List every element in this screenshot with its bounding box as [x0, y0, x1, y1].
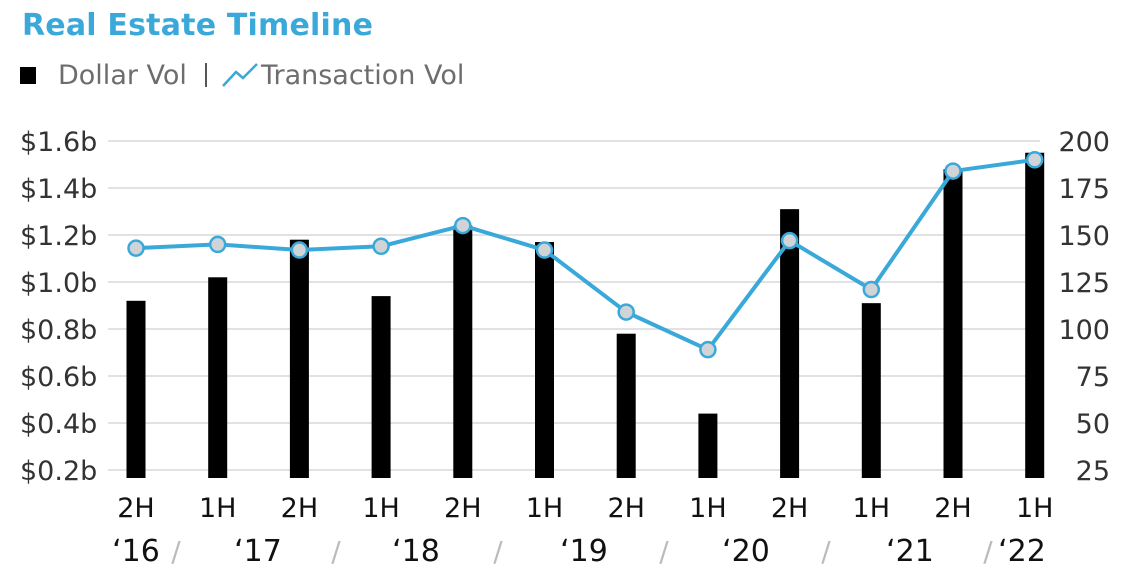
x-year-label: ‘16: [112, 534, 160, 569]
dollar-vol-bar: [861, 303, 881, 478]
transaction-line-icon: [222, 63, 258, 87]
dollar-vol-bar: [289, 239, 309, 478]
x-tick-label: 2H: [934, 493, 971, 524]
x-year-label: ‘17: [234, 534, 282, 569]
year-separator: /: [821, 535, 831, 568]
dollar-vol-bar: [535, 242, 554, 478]
y-right-tick-label: 150: [1058, 221, 1110, 252]
chart-title: Real Estate Timeline: [22, 8, 374, 43]
x-tick-label: 1H: [689, 493, 726, 524]
x-year-label: ‘22: [998, 534, 1046, 569]
transaction-vol-point: [617, 303, 635, 321]
year-separator: /: [983, 535, 993, 568]
year-separator: /: [171, 535, 181, 568]
dollar-vol-bar: [780, 209, 800, 478]
dollar-vol-bar: [453, 225, 473, 478]
transaction-vol-point: [208, 235, 227, 254]
transaction-vol-line: [135, 157, 1035, 352]
dollar-vol-bar: [208, 277, 228, 478]
y-right-tick-label: 75: [1076, 362, 1110, 393]
x-tick-label: 1H: [526, 493, 563, 524]
dollar-vol-bar: [698, 413, 718, 478]
transaction-vol-point: [454, 216, 472, 235]
y-left-tick-label: $1.6b: [20, 127, 97, 158]
y-right-tick-label: 175: [1058, 174, 1110, 205]
x-year-label: ‘18: [392, 534, 440, 569]
x-tick-label: 2H: [281, 493, 318, 524]
x-year-label: ‘19: [560, 534, 608, 569]
dollar-vol-bar: [943, 169, 963, 478]
legend-separator: [204, 63, 207, 87]
x-tick-label: 1H: [199, 493, 236, 524]
x-tick-label: 2H: [607, 493, 644, 524]
legend: Dollar Vol Transaction Vol: [20, 58, 464, 92]
year-separator: /: [493, 535, 503, 568]
y-right-tick-label: 100: [1058, 315, 1110, 346]
y-right-tick-label: 125: [1058, 268, 1110, 299]
transaction-vol-point: [535, 241, 554, 259]
transaction-vol-point: [1025, 151, 1044, 169]
dollar-vol-bar: [616, 333, 636, 478]
x-tick-label: 2H: [444, 493, 481, 524]
y-left-tick-label: $0.2b: [20, 456, 97, 487]
transaction-vol-point: [944, 162, 962, 180]
year-separator: /: [331, 535, 341, 568]
dollar-vol-swatch: [20, 66, 36, 84]
x-year-label: ‘20: [722, 534, 770, 569]
x-tick-label: 1H: [1016, 493, 1053, 524]
x-tick-label: 2H: [117, 493, 154, 524]
legend-dollar-label: Dollar Vol: [58, 59, 187, 91]
y-left-tick-label: $1.4b: [20, 174, 97, 205]
transaction-vol-point: [127, 239, 145, 257]
x-year-label: ‘21: [886, 534, 934, 569]
y-left-tick-label: $0.4b: [20, 409, 97, 440]
transaction-vol-point: [699, 340, 717, 359]
dollar-vol-bar: [1025, 152, 1045, 478]
y-right-tick-label: 50: [1076, 409, 1110, 440]
y-left-tick-label: $0.8b: [20, 315, 97, 346]
y-left-tick-label: $1.2b: [20, 221, 97, 252]
y-left-tick-label: $1.0b: [20, 268, 97, 299]
dollar-vol-bar: [126, 300, 146, 478]
legend-transaction-label: Transaction Vol: [260, 59, 465, 91]
y-right-tick-label: 200: [1058, 127, 1110, 158]
x-tick-label: 2H: [771, 493, 808, 524]
dollar-vol-bar: [371, 296, 391, 478]
transaction-vol-point: [862, 280, 881, 299]
y-left-tick-label: $0.6b: [20, 362, 97, 393]
transaction-vol-point: [780, 231, 799, 250]
x-tick-label: 1H: [362, 493, 399, 524]
y-right-tick-label: 25: [1076, 456, 1110, 487]
transaction-vol-point: [372, 237, 390, 256]
year-separator: /: [659, 535, 669, 568]
transaction-vol-point: [290, 241, 309, 259]
x-tick-label: 1H: [853, 493, 890, 524]
